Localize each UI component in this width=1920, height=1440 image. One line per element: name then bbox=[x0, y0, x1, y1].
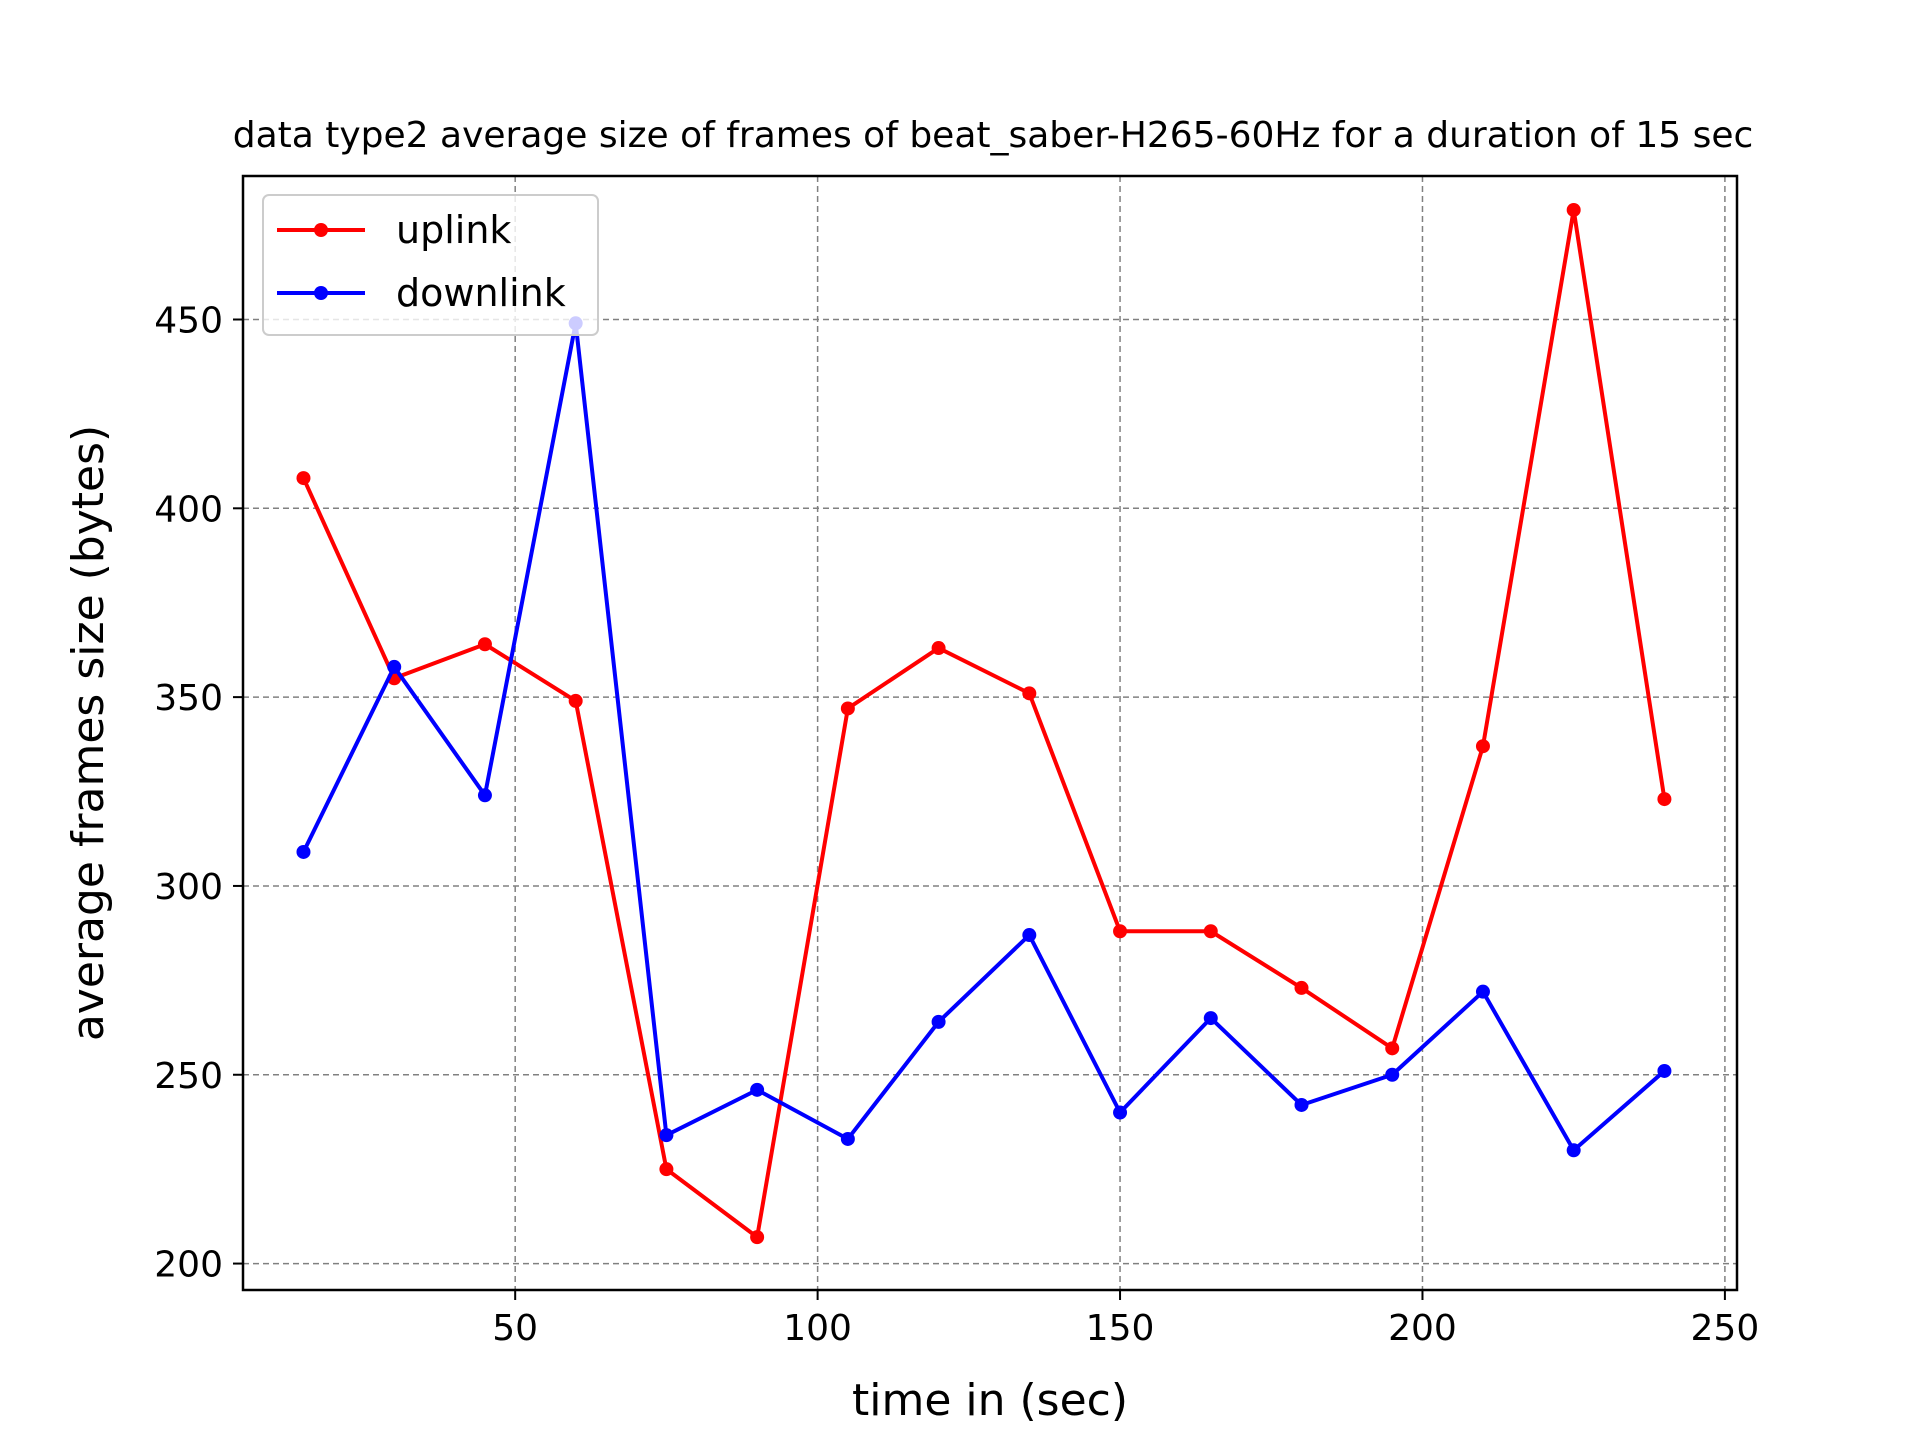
downlink-point bbox=[931, 1014, 946, 1029]
x-tick-label: 150 bbox=[1086, 1308, 1155, 1349]
uplink-point bbox=[931, 641, 946, 656]
x-tick-label: 200 bbox=[1388, 1308, 1457, 1349]
downlink-point bbox=[296, 844, 311, 859]
uplink-point bbox=[1022, 686, 1037, 701]
uplink-point bbox=[1113, 924, 1128, 939]
downlink-point bbox=[1294, 1097, 1309, 1112]
x-tick-label: 250 bbox=[1691, 1308, 1760, 1349]
y-tick-label: 250 bbox=[154, 1056, 223, 1097]
series-uplink bbox=[296, 202, 1672, 1245]
chart-title: data type2 average size of frames of bea… bbox=[233, 115, 1754, 156]
legend: uplink downlink bbox=[262, 194, 599, 336]
y-axis-label: average frames size (bytes) bbox=[63, 425, 114, 1041]
y-tick-label: 400 bbox=[154, 489, 223, 530]
uplink-line bbox=[301, 207, 1667, 1240]
downlink-point bbox=[387, 659, 402, 674]
uplink-point bbox=[1385, 1041, 1400, 1056]
uplink-point bbox=[1475, 739, 1490, 754]
grid-lines bbox=[243, 176, 1737, 1290]
y-tick-label: 350 bbox=[154, 678, 223, 719]
x-tick-label: 100 bbox=[783, 1308, 852, 1349]
downlink-point bbox=[1113, 1105, 1128, 1120]
legend-item-downlink: downlink bbox=[277, 271, 566, 315]
downlink-point bbox=[750, 1082, 765, 1097]
uplink-point bbox=[1294, 980, 1309, 995]
downlink-point bbox=[477, 788, 492, 803]
downlink-point bbox=[1475, 984, 1490, 999]
y-tick-label: 300 bbox=[154, 867, 223, 908]
downlink-point bbox=[1022, 928, 1037, 943]
downlink-point bbox=[1203, 1011, 1218, 1026]
uplink-point bbox=[477, 637, 492, 652]
uplink-point bbox=[659, 1162, 674, 1177]
downlink-point bbox=[1385, 1067, 1400, 1082]
x-tick-label: 50 bbox=[492, 1308, 538, 1349]
legend-marker bbox=[314, 286, 328, 300]
series-downlink bbox=[296, 316, 1672, 1158]
legend-marker bbox=[314, 223, 328, 237]
uplink-point bbox=[750, 1230, 765, 1245]
uplink-point bbox=[568, 693, 583, 708]
uplink-point bbox=[840, 701, 855, 716]
plot-frame bbox=[241, 174, 1739, 1292]
downlink-point bbox=[840, 1131, 855, 1146]
series-lines bbox=[296, 202, 1672, 1245]
uplink-point bbox=[1203, 924, 1218, 939]
downlink-line bbox=[301, 321, 1666, 1153]
legend-label: downlink bbox=[396, 271, 566, 315]
legend-item-uplink: uplink bbox=[277, 208, 511, 252]
downlink-point bbox=[1657, 1063, 1672, 1078]
uplink-point bbox=[296, 471, 311, 486]
y-tick-label: 450 bbox=[154, 300, 223, 341]
uplink-point bbox=[1657, 792, 1672, 807]
x-axis-label: time in (sec) bbox=[852, 1375, 1128, 1426]
downlink-point bbox=[659, 1128, 674, 1143]
axis-ticks: 50 100 150 200 250 200 250 300 350 400 450 bbox=[154, 300, 1759, 1349]
legend-label: uplink bbox=[396, 208, 511, 252]
downlink-point bbox=[1566, 1143, 1581, 1158]
uplink-point bbox=[1566, 202, 1581, 217]
y-tick-label: 200 bbox=[154, 1245, 223, 1286]
